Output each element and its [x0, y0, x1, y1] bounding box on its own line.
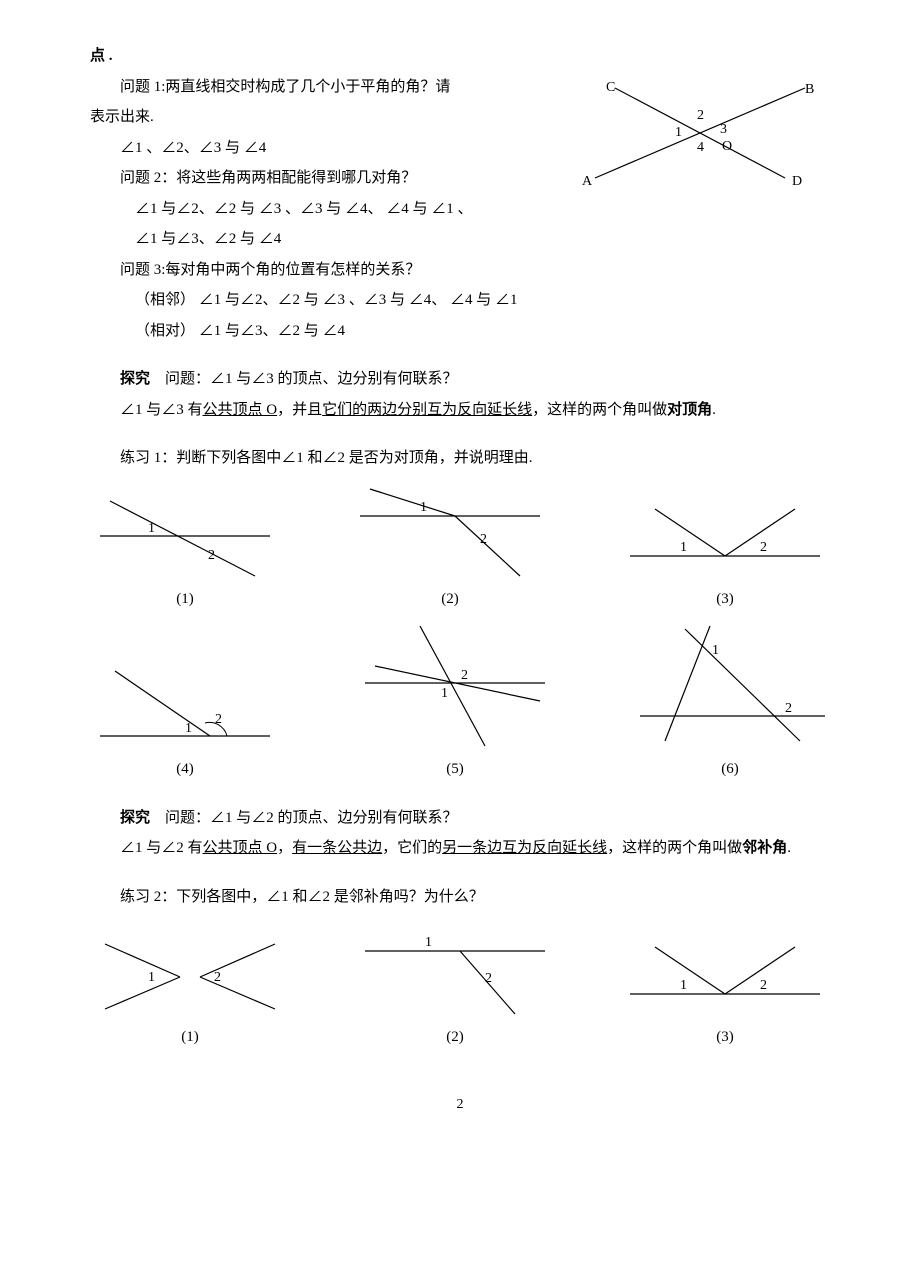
dia-3: 1 2 (3) [620, 501, 830, 614]
tj1-question: 探究 问题：∠1 与∠3 的顶点、边分别有何联系？ [90, 365, 830, 394]
cap-3: (3) [620, 585, 830, 614]
cap-6: (6) [630, 755, 830, 784]
tj2-question: 探究 问题：∠1 与∠2 的顶点、边分别有何联系？ [90, 804, 830, 833]
ex2-dia-3: 1 2 (3) [620, 939, 830, 1052]
label-angle2: 2 [697, 108, 704, 123]
tj2-h: 邻补角 [742, 840, 787, 856]
tj1-f: 对顶角 [667, 402, 712, 418]
cap-4: (4) [90, 755, 280, 784]
q3-answer-a: （相邻） ∠1 与∠2、∠2 与 ∠3 、∠3 与 ∠4、 ∠4 与 ∠1 [90, 286, 830, 315]
figure-x-intersection: A B C D O 1 2 3 4 [570, 73, 830, 204]
q3-answer-b: （相对） ∠1 与∠3、∠2 与 ∠4 [90, 317, 830, 346]
ex1-row2: 1 2 (4) 2 1 (5) 1 2 (6) [90, 621, 830, 784]
d5-l1: 1 [441, 686, 448, 701]
d6-l1: 1 [712, 643, 719, 658]
page-number: 2 [90, 1092, 830, 1119]
tj1-definition: ∠1 与∠3 有公共顶点 O，并且它们的两边分别互为反向延长线，这样的两个角叫做… [90, 396, 830, 425]
dia-6: 1 2 (6) [630, 621, 830, 784]
d3-l2: 2 [760, 540, 767, 555]
cap-1: (1) [90, 585, 280, 614]
heading: 点 . [90, 42, 830, 71]
dia-1: 1 2 (1) [90, 491, 280, 614]
d2-l2: 2 [480, 532, 487, 547]
ex2-cap-1: (1) [90, 1023, 290, 1052]
d1-l2: 2 [208, 548, 215, 563]
ex2-cap-3: (3) [620, 1023, 830, 1052]
tj2-b: 公共顶点 O [203, 840, 278, 856]
tj1-e: ，这样的两个角叫做 [532, 402, 667, 418]
q2-answer-b: ∠1 与∠3、∠2 与 ∠4 [90, 225, 830, 254]
d2-l1: 1 [420, 500, 427, 515]
e3-l1: 1 [680, 978, 687, 993]
label-C: C [606, 80, 615, 95]
cap-2: (2) [350, 585, 550, 614]
tj2-rest: 问题：∠1 与∠2 的顶点、边分别有何联系？ [150, 810, 458, 826]
dia-5: 2 1 (5) [355, 621, 555, 784]
ex1-text: 练习 1：判断下列各图中∠1 和∠2 是否为对顶角，并说明理由. [90, 444, 830, 473]
tj2-f: 另一条边互为反向延长线 [442, 840, 607, 856]
e1-l1: 1 [148, 970, 155, 985]
tj1-d: 它们的两边分别互为反向延长线 [322, 402, 532, 418]
tj2-g: ，这样的两个角叫做 [607, 840, 742, 856]
ex2-dia-1: 1 2 (1) [90, 929, 290, 1052]
label-A: A [582, 174, 593, 189]
ex2-row: 1 2 (1) 1 2 (2) 1 2 (3) [90, 919, 830, 1052]
label-angle3: 3 [720, 122, 727, 137]
d3-l1: 1 [680, 540, 687, 555]
label-O: O [722, 139, 732, 154]
e1-l2: 2 [214, 970, 221, 985]
tj2-definition: ∠1 与∠2 有公共顶点 O，有一条公共边，它们的另一条边互为反向延长线，这样的… [90, 834, 830, 863]
ex2-text: 练习 2：下列各图中，∠1 和∠2 是邻补角吗？为什么？ [90, 883, 830, 912]
dia-2: 1 2 (2) [350, 481, 550, 614]
e2-l1: 1 [425, 935, 432, 950]
d1-l1: 1 [148, 521, 155, 536]
tj2-c: ， [277, 840, 292, 856]
ex2-dia-2: 1 2 (2) [355, 919, 555, 1052]
tj2-e: ，它们的 [382, 840, 442, 856]
tj2-d: 有一条公共边 [292, 840, 382, 856]
label-angle4: 4 [697, 140, 704, 155]
q3-line: 问题 3:每对角中两个角的位置有怎样的关系？ [90, 256, 830, 285]
tj1-c: ，并且 [277, 402, 322, 418]
tj2-a: ∠1 与∠2 有 [120, 840, 203, 856]
cap-5: (5) [355, 755, 555, 784]
tj1-b: 公共顶点 O [203, 402, 278, 418]
tj1-rest: 问题：∠1 与∠3 的顶点、边分别有何联系？ [150, 371, 458, 387]
d4-l1: 1 [185, 721, 192, 736]
ex2-cap-2: (2) [355, 1023, 555, 1052]
tj1-g: . [712, 402, 716, 418]
label-D: D [792, 174, 802, 189]
tj1-a: ∠1 与∠3 有 [120, 402, 203, 418]
d6-l2: 2 [785, 701, 792, 716]
dia-4: 1 2 (4) [90, 661, 280, 784]
e3-l2: 2 [760, 978, 767, 993]
ex1-row1: 1 2 (1) 1 2 (2) 1 2 (3) [90, 481, 830, 614]
label-B: B [805, 82, 814, 97]
tj2-i: . [787, 840, 791, 856]
label-angle1: 1 [675, 125, 682, 140]
d5-l2: 2 [461, 668, 468, 683]
tj1-lead: 探究 [120, 371, 150, 387]
tj2-lead: 探究 [120, 810, 150, 826]
e2-l2: 2 [485, 971, 492, 986]
